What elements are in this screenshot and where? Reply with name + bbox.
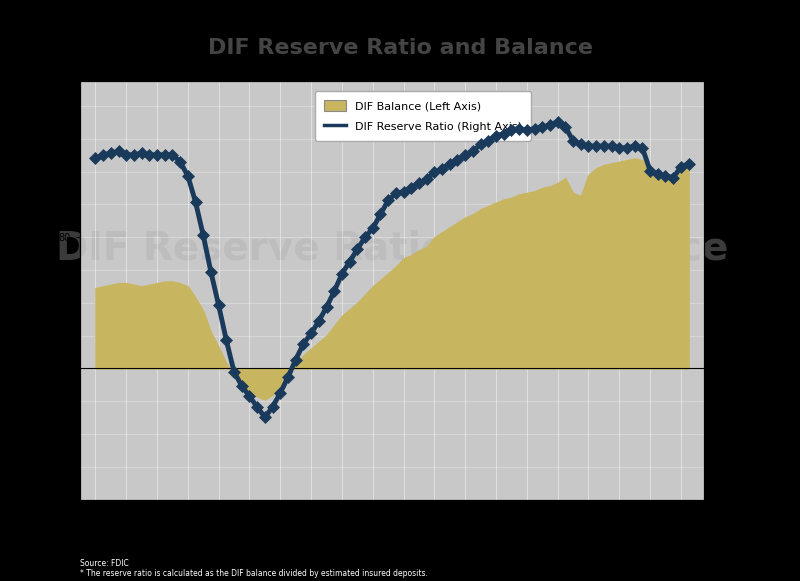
Y-axis label: Percent: Percent xyxy=(743,270,754,311)
Text: DIF Reserve Ratio and Balance: DIF Reserve Ratio and Balance xyxy=(207,38,593,58)
Legend: DIF Balance (Left Axis), DIF Reserve Ratio (Right Axis): DIF Balance (Left Axis), DIF Reserve Rat… xyxy=(315,91,531,141)
Text: Source: FDIC
* The reserve ratio is calculated as the DIF balance divided by est: Source: FDIC * The reserve ratio is calc… xyxy=(80,559,428,578)
Text: DIF Reserve Ratio and Balance: DIF Reserve Ratio and Balance xyxy=(56,229,728,268)
Y-axis label: $ Billions: $ Billions xyxy=(35,266,45,315)
